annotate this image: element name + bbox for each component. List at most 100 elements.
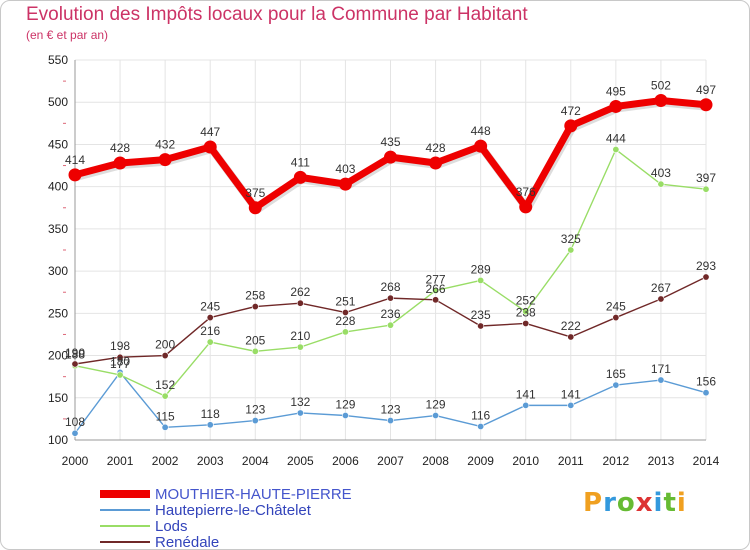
y-tick-label: 300 — [48, 264, 68, 278]
y-tick-label: 500 — [48, 95, 68, 109]
x-tick-label: 2007 — [377, 454, 404, 468]
data-point — [161, 392, 169, 400]
data-point — [161, 352, 169, 360]
data-point — [564, 119, 578, 133]
logo-letter: P — [583, 488, 604, 518]
x-tick-label: 2000 — [62, 454, 89, 468]
data-label: 132 — [290, 395, 310, 409]
data-point — [341, 308, 349, 316]
data-point — [251, 417, 259, 425]
data-label: 293 — [696, 259, 716, 273]
data-point — [432, 287, 440, 295]
logo-letter: r — [603, 488, 617, 518]
data-label: 205 — [245, 333, 265, 347]
logo-letter: o — [616, 488, 636, 518]
data-label: 428 — [110, 141, 130, 155]
data-label: 428 — [426, 141, 446, 155]
logo-letter: t — [663, 488, 677, 518]
y-tick-label: 100 — [48, 433, 68, 447]
x-tick-label: 2004 — [242, 454, 269, 468]
y-tick-label: 350 — [48, 222, 68, 236]
y-tick-label: 400 — [48, 180, 68, 194]
data-point — [702, 273, 710, 281]
data-point — [567, 246, 575, 254]
data-label: 268 — [380, 280, 400, 294]
data-label: 115 — [156, 409, 175, 423]
data-label: 171 — [651, 362, 671, 376]
data-point — [161, 423, 169, 431]
data-label: 411 — [291, 155, 310, 169]
data-point — [338, 177, 352, 191]
x-tick-label: 2006 — [332, 454, 359, 468]
data-point — [386, 417, 394, 425]
data-label: 252 — [516, 294, 536, 308]
data-point — [657, 180, 665, 188]
data-point — [293, 170, 307, 184]
data-point — [432, 412, 440, 420]
data-point — [702, 389, 710, 397]
data-label: 235 — [471, 308, 491, 322]
data-point — [699, 98, 713, 112]
data-point — [296, 299, 304, 307]
data-label: 236 — [380, 307, 400, 321]
data-point — [68, 168, 82, 182]
data-point — [657, 295, 665, 303]
data-point — [477, 322, 485, 330]
data-label: 502 — [651, 79, 671, 93]
data-labels: 414 428 432 447 375 411 403 435 428 448 376 472 495 5… — [65, 79, 716, 430]
data-label: 444 — [606, 132, 626, 146]
x-tick-label: 2002 — [152, 454, 179, 468]
data-point — [702, 185, 710, 193]
data-label: 262 — [290, 285, 310, 299]
data-label: 129 — [335, 398, 355, 412]
x-tick-label: 2001 — [107, 454, 134, 468]
data-point — [609, 99, 623, 113]
data-point — [386, 294, 394, 302]
data-label: 116 — [471, 408, 490, 422]
data-point — [206, 338, 214, 346]
data-point — [432, 296, 440, 304]
data-point — [248, 201, 262, 215]
data-point — [116, 353, 124, 361]
data-label: 228 — [335, 314, 355, 328]
x-tick-label: 2011 — [558, 454, 584, 468]
data-point — [567, 401, 575, 409]
data-point — [522, 401, 530, 409]
data-label: 156 — [696, 375, 716, 389]
data-label: 414 — [65, 153, 85, 167]
data-point — [113, 156, 127, 170]
data-label: 165 — [606, 367, 626, 381]
data-label: 210 — [290, 329, 310, 343]
data-point — [341, 328, 349, 336]
chart-title: Evolution des Impôts locaux pour la Comm… — [26, 4, 528, 25]
series-layer — [68, 94, 713, 437]
legend-label: MOUTHIER-HAUTE-PIERRE — [155, 486, 352, 503]
data-label: 277 — [426, 273, 446, 287]
data-point — [522, 308, 530, 316]
logo-letter: i — [653, 488, 664, 518]
data-label: 152 — [155, 378, 175, 392]
data-point — [477, 422, 485, 430]
x-tick-label: 2010 — [512, 454, 539, 468]
data-label: 448 — [471, 124, 491, 138]
data-point — [296, 343, 304, 351]
data-point — [654, 94, 668, 108]
y-tick-label: 150 — [48, 391, 68, 405]
data-label: 118 — [201, 407, 220, 421]
x-tick-label: 2008 — [422, 454, 449, 468]
legend: MOUTHIER-HAUTE-PIERREHautepierre-le-Chât… — [100, 486, 352, 550]
data-point — [251, 303, 259, 311]
data-point — [612, 381, 620, 389]
data-label: 258 — [245, 289, 265, 303]
data-point — [341, 412, 349, 420]
data-label: 129 — [426, 398, 446, 412]
data-label: 495 — [606, 84, 626, 98]
data-point — [477, 276, 485, 284]
data-point — [116, 371, 124, 379]
x-tick-label: 2014 — [693, 454, 720, 468]
x-tick-label: 2005 — [287, 454, 314, 468]
data-point — [206, 314, 214, 322]
data-label: 222 — [561, 319, 581, 333]
data-label: 200 — [155, 338, 175, 352]
